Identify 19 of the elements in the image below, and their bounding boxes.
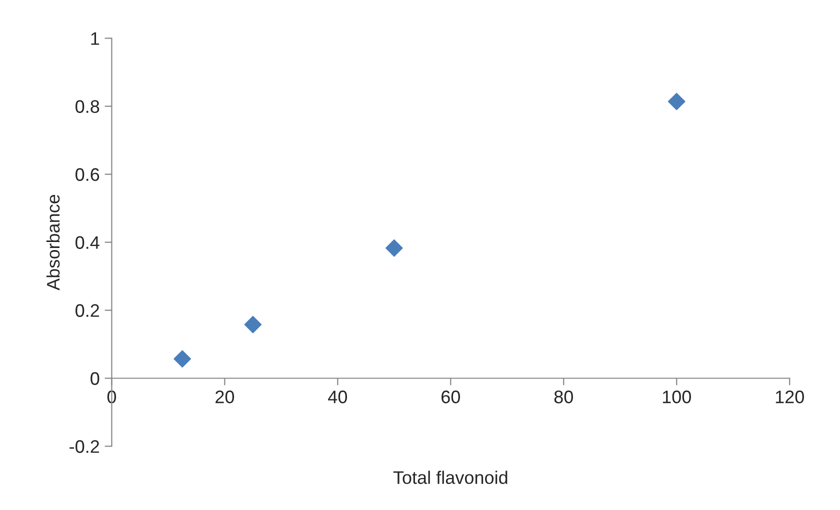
x-axis-title: Total flavonoid xyxy=(393,470,508,484)
x-tick-label: 20 xyxy=(216,390,234,404)
y-tick-label: 0 xyxy=(90,372,100,385)
y-tick-label: 0.8 xyxy=(76,100,100,113)
point xyxy=(385,239,403,257)
x-tick-label: 40 xyxy=(328,390,348,404)
x-tick-label: 100 xyxy=(662,390,691,404)
y-tick-label: 0.6 xyxy=(76,168,100,181)
point xyxy=(244,316,262,334)
x-tick-label: 120 xyxy=(776,390,804,404)
y-tick-label: 0.2 xyxy=(76,304,100,317)
y-axis-title: Absorbance xyxy=(46,194,60,290)
y-tick-label: 0.4 xyxy=(76,236,100,249)
point xyxy=(174,350,192,368)
point xyxy=(668,92,686,110)
x-tick-label: 80 xyxy=(554,390,573,404)
y-tick-label: 1 xyxy=(91,32,100,45)
x-tick-label: 60 xyxy=(442,390,460,404)
y-tick-label: -0.2 xyxy=(70,440,100,453)
